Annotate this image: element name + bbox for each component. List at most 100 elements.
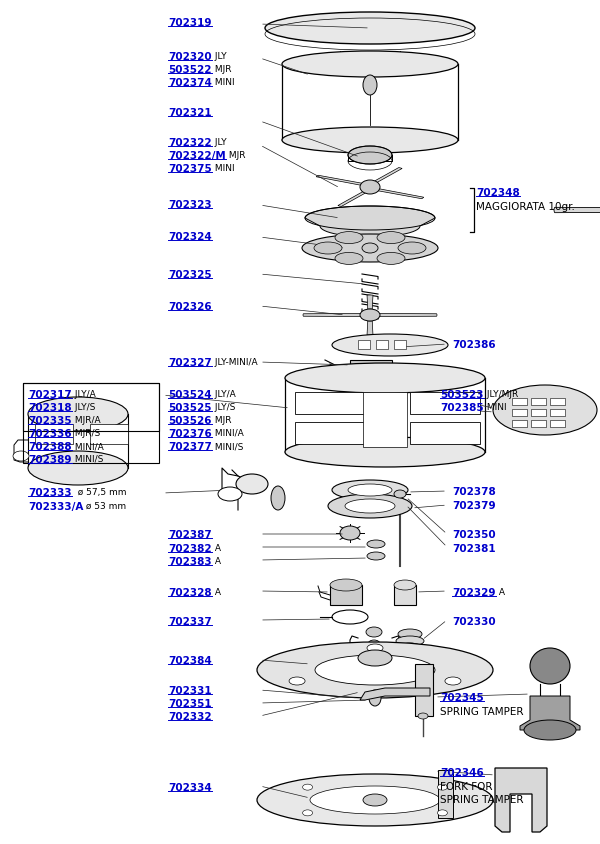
Text: 503525: 503525 [168,403,212,413]
Ellipse shape [396,636,424,646]
Polygon shape [305,206,435,237]
Text: JLY: JLY [212,138,226,147]
Ellipse shape [271,486,285,510]
Ellipse shape [236,474,268,494]
Ellipse shape [377,231,405,244]
Text: 503526: 503526 [168,416,212,426]
Ellipse shape [367,540,385,548]
Ellipse shape [340,526,360,540]
Text: 702378: 702378 [452,487,496,497]
Ellipse shape [348,146,392,164]
Ellipse shape [360,180,380,194]
Text: 702320: 702320 [168,52,212,62]
Text: JLY/A: JLY/A [212,390,235,399]
Ellipse shape [366,627,382,637]
Text: ø 57,5 mm: ø 57,5 mm [71,488,126,497]
Ellipse shape [257,642,493,698]
Ellipse shape [398,643,422,653]
Text: 702331: 702331 [168,686,212,696]
Text: 503522: 503522 [168,65,212,75]
Text: SPRING TAMPER: SPRING TAMPER [440,707,523,717]
Text: JLY/S: JLY/S [71,403,95,412]
Text: JLY/S: JLY/S [212,403,235,412]
Ellipse shape [394,580,416,590]
Bar [295,422,365,444]
Bar [550,398,565,405]
Ellipse shape [314,242,342,254]
Bar [295,392,365,414]
Bar [350,360,392,380]
Polygon shape [554,208,600,213]
Bar [512,420,527,427]
Text: 702335: 702335 [28,416,71,426]
Ellipse shape [302,784,313,790]
Bar [330,585,362,605]
Bar [394,585,416,605]
Text: SPRING TAMPER: SPRING TAMPER [440,795,523,805]
Text: 702329: 702329 [452,588,496,598]
Ellipse shape [377,252,405,264]
Text: 702374: 702374 [168,78,212,88]
Bar [90,424,128,444]
Ellipse shape [418,713,428,719]
Ellipse shape [332,334,448,356]
Text: 702389: 702389 [28,455,71,465]
Ellipse shape [367,552,385,560]
Bar [438,770,453,818]
Text: 702382: 702382 [168,544,212,554]
Bar [531,420,546,427]
Polygon shape [367,295,373,309]
Ellipse shape [335,252,363,264]
Text: 702383: 702383 [168,557,212,567]
Ellipse shape [257,774,493,826]
Text: 503523: 503523 [440,390,484,400]
Ellipse shape [265,12,475,44]
Ellipse shape [358,650,392,666]
Bar [410,392,480,414]
Bar [512,409,527,416]
Polygon shape [376,188,424,198]
Ellipse shape [28,397,128,431]
Ellipse shape [348,484,392,496]
Polygon shape [373,168,402,183]
Ellipse shape [368,640,380,648]
Text: 702388: 702388 [28,442,71,452]
Text: 702330: 702330 [452,617,496,627]
Text: 702348: 702348 [476,188,520,198]
Text: JLY: JLY [212,52,226,61]
Bar [358,340,370,349]
Text: 702377: 702377 [168,442,212,452]
Text: MJR: MJR [212,65,231,74]
Text: 702379: 702379 [452,501,496,511]
Text: MINI/S: MINI/S [212,442,243,451]
Text: 702385: 702385 [440,403,484,413]
Ellipse shape [524,720,576,740]
Ellipse shape [360,309,380,321]
Bar [415,664,433,716]
Text: A: A [496,588,505,597]
Ellipse shape [367,644,383,652]
Ellipse shape [302,810,313,816]
Text: 702336: 702336 [28,429,71,439]
Text: 702318: 702318 [28,403,71,413]
Text: 702322/M: 702322/M [168,151,226,161]
Bar [394,340,406,349]
Text: MINI/A: MINI/A [71,442,103,451]
Text: 702328: 702328 [168,588,212,598]
Ellipse shape [28,451,128,485]
Text: 702319: 702319 [168,18,212,28]
Text: 503524: 503524 [168,390,212,400]
Bar [550,409,565,416]
Text: 702326: 702326 [168,302,212,312]
Text: 702322: 702322 [168,138,212,148]
Text: JLY/A: JLY/A [72,390,95,399]
Polygon shape [520,696,580,730]
Text: A: A [212,557,221,566]
Text: MJR/A: MJR/A [71,416,100,425]
Text: 702325: 702325 [168,270,212,280]
Ellipse shape [493,385,597,435]
Ellipse shape [332,480,408,500]
Ellipse shape [398,629,422,639]
Text: MINI/A: MINI/A [212,429,244,438]
Polygon shape [495,768,547,832]
